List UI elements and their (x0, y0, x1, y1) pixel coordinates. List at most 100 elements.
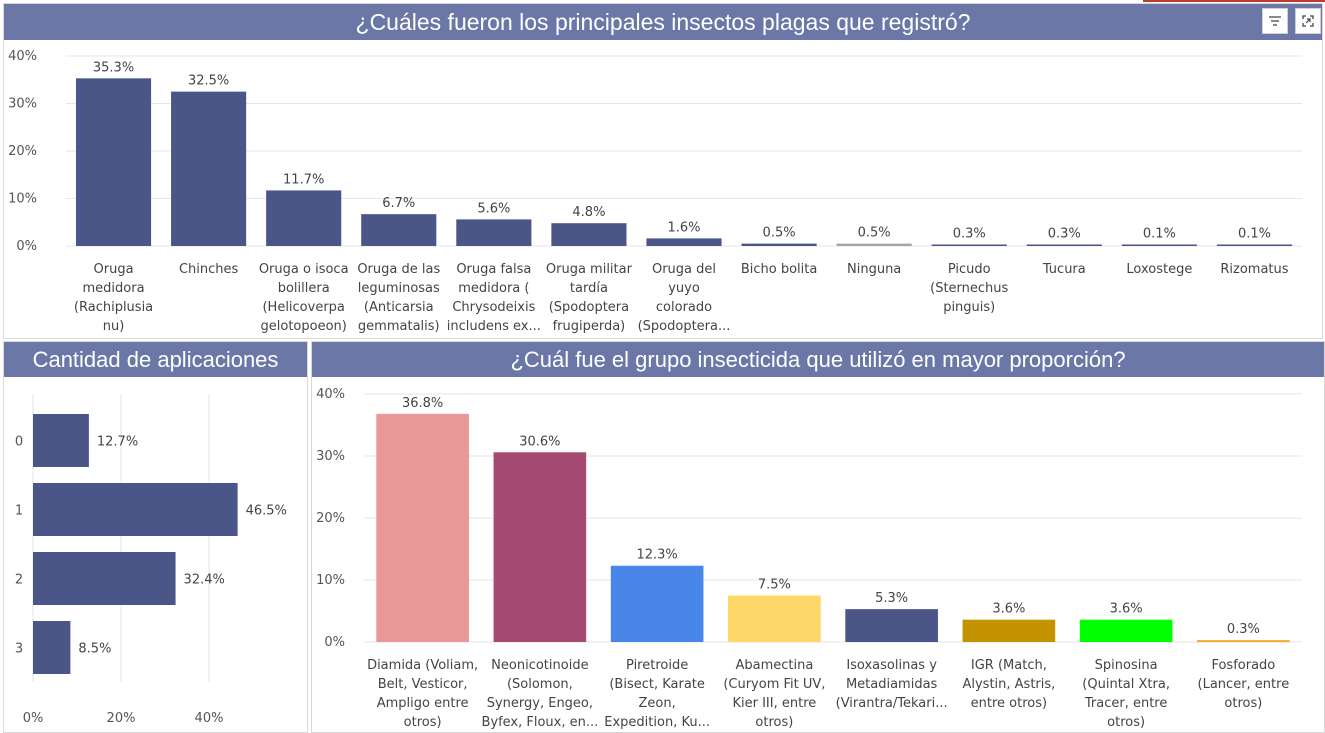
applications-category-label: 1 (15, 504, 23, 519)
insecticide-category-label-line: Piretroide (626, 658, 688, 673)
pest-category-label-line: (Sternechus (930, 281, 1008, 296)
pest-category-label: Oruga de las leguminosas (Anticarsia gemmat… (357, 262, 440, 334)
pest-bar[interactable] (646, 238, 722, 246)
insecticide-category-label-line: Synergy, Engeo, (487, 696, 593, 711)
insecticide-y-tick: 0% (324, 635, 345, 650)
insecticide-category-label-line: Abamectina (735, 658, 813, 673)
pest-data-label: 1.6% (667, 220, 700, 235)
chart-title-insecticide-groups: ¿Cuál fue el grupo insecticida que utili… (312, 342, 1324, 377)
pest-bar[interactable] (456, 219, 532, 246)
pest-bar[interactable] (1216, 244, 1293, 247)
pest-category-label-line: pinguis) (943, 300, 995, 315)
insecticide-category-label-line: Alystin, Astris, (962, 677, 1055, 692)
pest-category-label-line: Oruga o isoca (259, 262, 349, 277)
insecticide-bar[interactable] (376, 413, 469, 642)
applications-data-label: 12.7% (97, 435, 138, 450)
insecticide-category-label-line: Belt, Vesticor, (378, 677, 468, 692)
insecticide-category-label-line: (Lancer, entre (1198, 677, 1290, 692)
pest-category-label: Loxostege (1126, 262, 1192, 277)
pest-bar[interactable] (171, 91, 247, 246)
insecticide-category-label-line: otros) (404, 715, 442, 730)
pest-category-label-line: leguminosas (358, 281, 440, 296)
pest-data-label: 0.5% (763, 226, 796, 241)
pest-category-label: Chinches (179, 262, 239, 277)
insecticide-category-label-line: Expedition, Ku... (604, 715, 710, 730)
insecticide-category-label: Piretroide (Bisect, Karate Zeon, Expedition… (604, 658, 710, 730)
insecticide-category-label-line: Zeon, (639, 696, 676, 711)
applications-bar-chart: 0% 20% 40% 0 12.7% 1 46.5% 2 32.4% 3 8.5% (15, 394, 287, 726)
insecticide-bar[interactable] (610, 565, 704, 642)
insecticide-bar[interactable] (1079, 619, 1173, 642)
pest-category-label-line: (Spodoptera (549, 300, 629, 315)
pest-bar[interactable] (75, 78, 152, 246)
pest-data-label: 0.1% (1238, 227, 1271, 242)
pest-bar[interactable] (836, 243, 912, 246)
applications-category-label: 3 (15, 642, 23, 657)
pest-data-label: 0.3% (1048, 227, 1081, 242)
applications-bar[interactable] (33, 621, 71, 674)
pest-category-label-line: Oruga falsa (456, 262, 531, 277)
pest-data-label: 11.7% (283, 172, 324, 187)
pest-bar[interactable] (551, 223, 627, 246)
insecticide-category-label-line: otros) (1224, 696, 1262, 711)
pest-y-tick: 30% (8, 97, 37, 112)
insecticide-data-label: 36.8% (402, 396, 443, 411)
insecticide-category-label-line: (Quintal Xtra, (1082, 677, 1170, 692)
pest-category-label: Ninguna (847, 262, 901, 277)
insecticide-bar[interactable] (962, 619, 1056, 642)
pest-bar[interactable] (266, 190, 342, 246)
insecticide-category-label: Neonicotinoide (Solomon, Synergy, Engeo, By… (481, 658, 598, 730)
pest-data-label: 0.5% (858, 226, 891, 241)
pest-category-label-line: Oruga (94, 262, 134, 277)
insecticide-bar[interactable] (728, 595, 821, 643)
focus-mode-button[interactable] (1295, 8, 1321, 34)
applications-bar[interactable] (33, 414, 89, 467)
pest-category-label-line: nu) (103, 319, 125, 334)
insecticide-category-label-line: Metadiamidas (846, 677, 938, 692)
pest-category-label-line: bolillera (278, 281, 330, 296)
insecticide-y-tick: 40% (316, 387, 345, 402)
pest-category-label-line: (Anticarsia (364, 300, 434, 315)
applications-bar[interactable] (33, 552, 176, 605)
pest-category-label-line: Bicho bolita (741, 262, 818, 277)
insecticide-category-label-line: (Bisect, Karate (609, 677, 705, 692)
insecticide-bar[interactable] (845, 609, 938, 642)
pest-category-label: Oruga falsa medidora (Chrysodeixis include… (447, 262, 541, 334)
applications-bar[interactable] (33, 483, 238, 536)
insecticide-bar[interactable] (493, 452, 587, 642)
pest-category-label-line: (Spodoptera... (638, 319, 731, 334)
applications-data-label: 8.5% (78, 642, 111, 657)
pest-category-label-line: yuyo (668, 281, 700, 296)
applications-category-label: 2 (15, 573, 23, 588)
pest-y-tick: 20% (8, 144, 37, 159)
insecticide-category-label: Isoxasolinas y Metadiamidas (Virantra/Teka… (836, 658, 948, 711)
chart-title-applications: Cantidad de aplicaciones (4, 342, 307, 377)
insecticide-data-label: 30.6% (519, 434, 560, 449)
pest-category-label-line: gelotopoeon) (261, 319, 347, 334)
pest-data-label: 0.1% (1143, 227, 1176, 242)
insecticide-groups-bar-chart: 0% 10% 20% 30% 40% 36.8% Diamida (Voliam, Belt,… (316, 387, 1302, 730)
pest-category-label: Oruga del yuyo colorado (Spodoptera... (638, 262, 731, 334)
pest-category-label-line: Rizomatus (1220, 262, 1288, 277)
chart-title-insect-pests: ¿Cuáles fueron los principales insectos … (4, 4, 1322, 40)
insecticide-bar[interactable] (1197, 640, 1290, 642)
pest-bar[interactable] (1026, 244, 1102, 247)
pest-bar[interactable] (931, 244, 1007, 247)
pest-category-label-line: Tucura (1042, 262, 1086, 277)
insect-pests-bar-chart: 0% 10% 20% 30% 40% 35.3% Oruga medidora (Rachipl… (8, 49, 1302, 334)
pest-bar[interactable] (1121, 244, 1197, 247)
insecticide-category-label-line: Tracer, entre (1084, 696, 1168, 711)
pest-category-label: Oruga o isoca bolillera (Helicoverpa geloto… (259, 262, 349, 334)
pest-category-label: Oruga militar tardía (Spodoptera frugiperda… (546, 262, 633, 334)
insecticide-data-label: 5.3% (875, 591, 908, 606)
insecticide-category-label-line: Neonicotinoide (491, 658, 588, 673)
pest-bar[interactable] (361, 214, 437, 246)
insecticide-data-label: 12.3% (636, 548, 677, 563)
insecticide-data-label: 3.6% (1110, 602, 1143, 617)
pest-category-label-line: medidora ( (458, 281, 529, 296)
insecticide-category-label-line: Spinosina (1095, 658, 1158, 673)
insecticide-category-label: Fosforado (Lancer, entre otros) (1198, 658, 1290, 711)
pest-bar[interactable] (741, 243, 817, 246)
pest-category-label-line: Oruga del (652, 262, 716, 277)
filter-button[interactable] (1262, 8, 1288, 34)
